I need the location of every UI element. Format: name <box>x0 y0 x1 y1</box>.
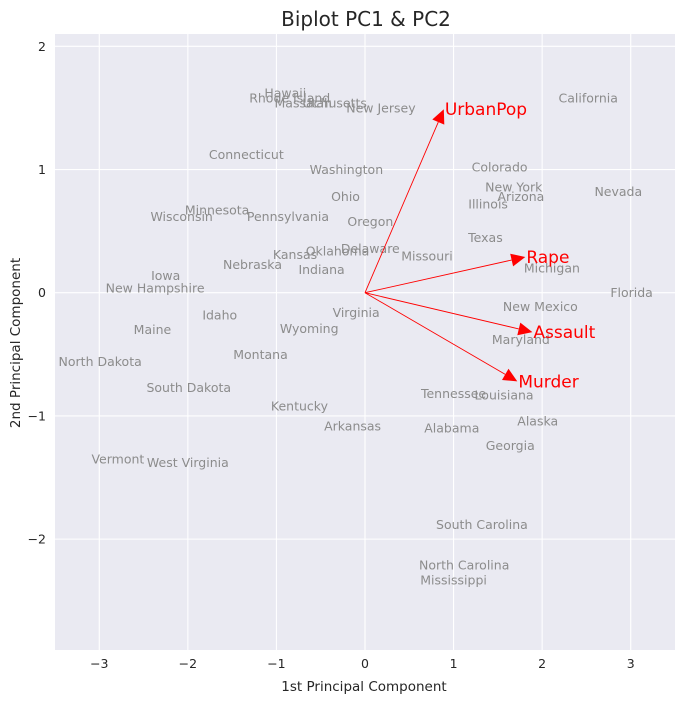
state-label: Tennessee <box>420 386 486 401</box>
state-label: New York <box>485 179 543 194</box>
state-label: New Mexico <box>503 299 578 314</box>
y-tick-label: −1 <box>28 408 46 423</box>
state-label: North Dakota <box>59 354 142 369</box>
state-label: Oregon <box>347 214 393 229</box>
y-tick-label: −2 <box>28 532 46 547</box>
state-label: Nebraska <box>223 257 282 272</box>
loading-label: UrbanPop <box>445 100 527 120</box>
state-label: New Jersey <box>346 100 416 115</box>
state-label: Iowa <box>151 268 180 283</box>
state-label: Idaho <box>202 307 237 322</box>
loading-arrow-shaft <box>364 292 519 330</box>
loading-arrow-head <box>517 322 533 336</box>
state-label: Arkansas <box>324 418 381 433</box>
x-tick-label: 3 <box>627 656 635 671</box>
state-label: Washington <box>310 162 383 177</box>
x-tick-label: −1 <box>267 656 285 671</box>
state-label: Indiana <box>298 262 344 277</box>
state-label: Mississippi <box>420 572 487 587</box>
x-tick-label: 0 <box>361 656 369 671</box>
state-label: California <box>559 91 618 106</box>
loading-arrow-shaft <box>364 292 506 375</box>
state-label: Hawaii <box>264 86 306 101</box>
state-label: Alaska <box>517 413 558 428</box>
state-label: Michigan <box>524 261 580 276</box>
state-label: West Virginia <box>147 455 229 470</box>
state-label: Ohio <box>331 189 360 204</box>
loading-arrow-shaft <box>364 259 512 294</box>
state-label: Nevada <box>594 184 642 199</box>
loading-vectors: Murder Assault UrbanPop Rape <box>364 100 596 392</box>
state-label: Louisiana <box>475 387 534 402</box>
loading-arrow-head <box>510 253 526 267</box>
state-label: Montana <box>233 347 288 362</box>
state-labels: Alabama Alaska Arizona Arkansas California Co… <box>59 86 653 588</box>
state-label: Alabama <box>424 421 479 436</box>
state-label: Massachusetts <box>275 95 367 110</box>
state-label: Wisconsin <box>150 209 212 224</box>
loading-label: Murder <box>518 372 578 392</box>
state-label: Connecticut <box>209 147 284 162</box>
state-label: Texas <box>467 230 503 245</box>
loading-label: Assault <box>533 323 595 343</box>
x-tick-label: 1 <box>450 656 458 671</box>
state-label: Colorado <box>472 160 528 175</box>
loading-label: Rape <box>526 248 569 268</box>
y-tick-label: 0 <box>38 285 46 300</box>
x-tick-label: −2 <box>179 656 197 671</box>
loading-arrow-head <box>432 109 445 125</box>
state-label: Wyoming <box>280 321 339 336</box>
state-label: Maine <box>134 322 172 337</box>
loading-arrow-shaft <box>364 121 439 293</box>
state-label: Pennsylvania <box>247 209 329 224</box>
state-label: Oklahoma <box>306 243 370 258</box>
state-label: Rhode Island <box>249 91 330 106</box>
state-label: Kansas <box>273 247 317 262</box>
x-tick-label: −3 <box>90 656 108 671</box>
state-label: South Dakota <box>146 380 231 395</box>
y-tick-label: 2 <box>38 39 46 54</box>
state-label: Vermont <box>91 452 144 467</box>
state-label: Georgia <box>486 438 535 453</box>
x-axis-ticks: −3 −2 −1 0 1 2 3 <box>90 656 635 671</box>
state-label: South Carolina <box>436 517 528 532</box>
loading-arrow-head <box>502 368 518 382</box>
state-label: New Hampshire <box>106 280 205 295</box>
y-axis-label: 2nd Principal Component <box>8 258 24 428</box>
state-label: Illinois <box>468 197 508 212</box>
state-label: Kentucky <box>271 399 329 414</box>
state-label: Missouri <box>401 248 452 263</box>
state-label: Maryland <box>492 332 550 347</box>
state-label: Florida <box>610 285 653 300</box>
state-label: Arizona <box>497 189 544 204</box>
state-label: Virginia <box>333 305 380 320</box>
x-tick-label: 2 <box>538 656 546 671</box>
y-tick-label: 1 <box>38 162 46 177</box>
x-axis-label: 1st Principal Component <box>281 679 446 695</box>
chart-title: Biplot PC1 & PC2 <box>281 7 451 31</box>
y-axis-ticks: −2 −1 0 1 2 <box>28 39 46 547</box>
state-label: Minnesota <box>185 203 250 218</box>
state-label: North Carolina <box>419 557 509 572</box>
state-label: Utah <box>302 95 332 110</box>
